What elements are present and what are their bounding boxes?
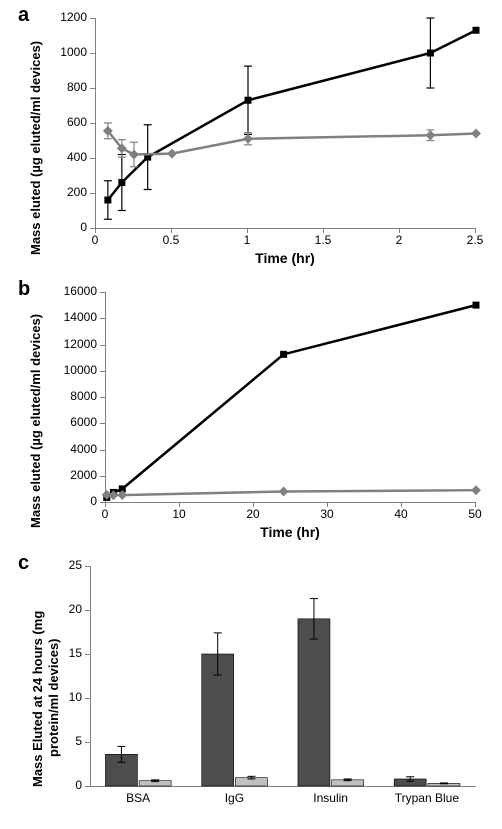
ytick-label: 12000: [64, 337, 97, 351]
series-gray-line: [107, 490, 476, 495]
xtick-label: 0: [90, 507, 120, 521]
ytick-label: 16000: [64, 284, 97, 298]
ytick-label: 5: [75, 734, 82, 748]
series-gray-marker: [243, 134, 253, 144]
xtick-label: 1: [232, 233, 262, 247]
figure: a Mass eluted (µg eluted/ml devices) Tim…: [0, 0, 502, 829]
xtick-label: 50: [460, 507, 490, 521]
series-gray-marker: [471, 129, 481, 139]
panel-c-ylabel-line2: protein/ml devices): [46, 639, 61, 757]
series-gray-marker: [471, 485, 481, 495]
xtick-label: 40: [386, 507, 416, 521]
ytick-label: 1000: [60, 45, 87, 59]
series-gray-marker: [167, 149, 177, 159]
panel-a-ylabel: Mass eluted (µg eluted/ml devices): [28, 41, 43, 255]
panel-a-svg: [96, 18, 476, 228]
ytick-label: 2000: [70, 468, 97, 482]
ytick-label: 15: [69, 646, 82, 660]
ytick-label: 10: [69, 690, 82, 704]
panel-a: a Mass eluted (µg eluted/ml devices) Tim…: [0, 0, 502, 280]
panel-a-label: a: [18, 4, 29, 27]
category-label: BSA: [93, 791, 183, 805]
category-label: Trypan Blue: [382, 791, 472, 805]
ytick-label: 4000: [70, 442, 97, 456]
ytick-label: 0: [80, 220, 87, 234]
xtick-label: 2.5: [460, 233, 490, 247]
xtick-label: 20: [238, 507, 268, 521]
panel-c-svg: [91, 566, 476, 786]
series-black-marker: [118, 179, 125, 186]
panel-b: b Mass eluted (µg eluted/ml devices) Tim…: [0, 278, 502, 558]
xtick-label: 0.5: [156, 233, 186, 247]
series-gray-marker: [425, 130, 435, 140]
panel-c: c Mass Eluted at 24 hours (mg protein/ml…: [0, 552, 502, 827]
series-black-marker: [427, 50, 434, 57]
panel-b-xlabel: Time (hr): [105, 524, 475, 540]
panel-b-ylabel: Mass eluted (µg eluted/ml devices): [28, 314, 43, 528]
ytick-label: 200: [67, 185, 87, 199]
bar-dark: [298, 619, 330, 786]
series-gray-marker: [279, 487, 289, 497]
panel-a-xlabel: Time (hr): [95, 250, 475, 266]
xtick-label: 30: [312, 507, 342, 521]
series-black-marker: [280, 351, 287, 358]
panel-c-ylabel-line1: Mass Eluted at 24 hours (mg: [30, 611, 45, 787]
series-gray-marker: [129, 150, 139, 160]
ytick-label: 1200: [60, 10, 87, 24]
ytick-label: 20: [69, 602, 82, 616]
series-black-marker: [104, 197, 111, 204]
xtick-label: 0: [80, 233, 110, 247]
ytick-label: 6000: [70, 415, 97, 429]
category-label: IgG: [189, 791, 279, 805]
category-label: Insulin: [286, 791, 376, 805]
ytick-label: 0: [75, 778, 82, 792]
panel-b-svg: [106, 292, 476, 502]
series-black-marker: [473, 302, 480, 309]
xtick-label: 2: [384, 233, 414, 247]
ytick-label: 14000: [64, 310, 97, 324]
ytick-label: 25: [69, 558, 82, 572]
series-black-marker: [245, 97, 252, 104]
series-black-marker: [473, 27, 480, 34]
series-black-line: [108, 30, 476, 200]
ytick-label: 8000: [70, 389, 97, 403]
ytick-label: 0: [90, 494, 97, 508]
panel-c-label: c: [18, 552, 29, 575]
panel-a-plot: [95, 18, 476, 229]
ytick-label: 800: [67, 80, 87, 94]
ytick-label: 400: [67, 150, 87, 164]
xtick-label: 10: [164, 507, 194, 521]
panel-b-label: b: [18, 278, 30, 301]
ytick-label: 600: [67, 115, 87, 129]
series-gray-line: [108, 131, 476, 155]
series-black-line: [107, 305, 476, 497]
panel-b-plot: [105, 292, 476, 503]
xtick-label: 1.5: [308, 233, 338, 247]
panel-c-plot: [90, 566, 476, 787]
ytick-label: 10000: [64, 363, 97, 377]
